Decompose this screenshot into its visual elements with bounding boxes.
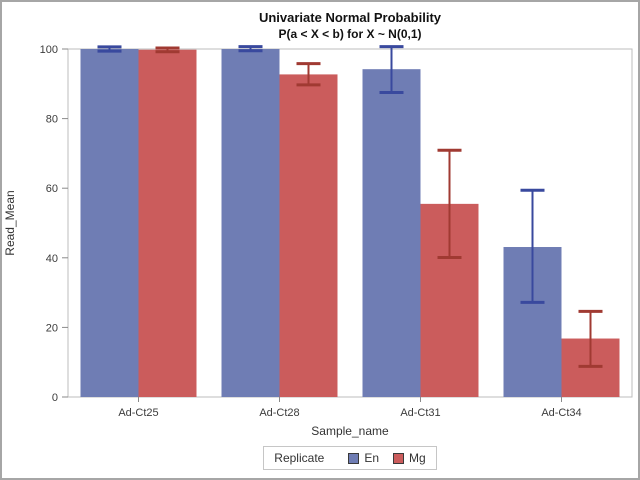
legend: Replicate En Mg xyxy=(263,446,437,470)
legend-label-mg: Mg xyxy=(409,451,426,465)
plot-frame xyxy=(67,48,633,398)
bar-mg-ad-ct28 xyxy=(279,74,338,398)
x-tick-label: Ad-Ct31 xyxy=(400,407,440,419)
y-axis-label: Read_Mean xyxy=(3,190,17,256)
x-tick-label: Ad-Ct34 xyxy=(541,407,581,419)
y-tick-label: 40 xyxy=(46,253,58,265)
x-axis-label: Sample_name xyxy=(311,424,389,438)
legend-swatch-mg-icon xyxy=(393,452,405,464)
bar-en-ad-ct25 xyxy=(80,49,139,397)
y-tick-label: 100 xyxy=(40,44,58,56)
bar-en-ad-ct31 xyxy=(362,69,421,398)
legend-label-en: En xyxy=(364,451,380,465)
legend-entry-mg: Mg xyxy=(393,451,426,465)
legend-entry-en: En xyxy=(348,451,379,465)
bar-mg-ad-ct25 xyxy=(138,49,197,398)
y-tick-label: 80 xyxy=(46,114,58,126)
legend-row: Replicate En Mg xyxy=(68,446,632,470)
x-tick-label: Ad-Ct25 xyxy=(118,407,158,419)
legend-swatch-en-icon xyxy=(348,452,360,464)
x-tick-label: Ad-Ct28 xyxy=(259,407,299,419)
y-tick-label: 60 xyxy=(46,183,58,195)
chart-title: Univariate Normal Probability xyxy=(258,10,442,25)
chart-subtitle: P(a < X < b) for X ~ N(0,1) xyxy=(278,27,422,41)
legend-title: Replicate xyxy=(274,451,325,465)
y-tick-label: 20 xyxy=(46,322,58,334)
y-tick-label: 0 xyxy=(52,392,58,404)
bar-en-ad-ct28 xyxy=(221,49,280,397)
